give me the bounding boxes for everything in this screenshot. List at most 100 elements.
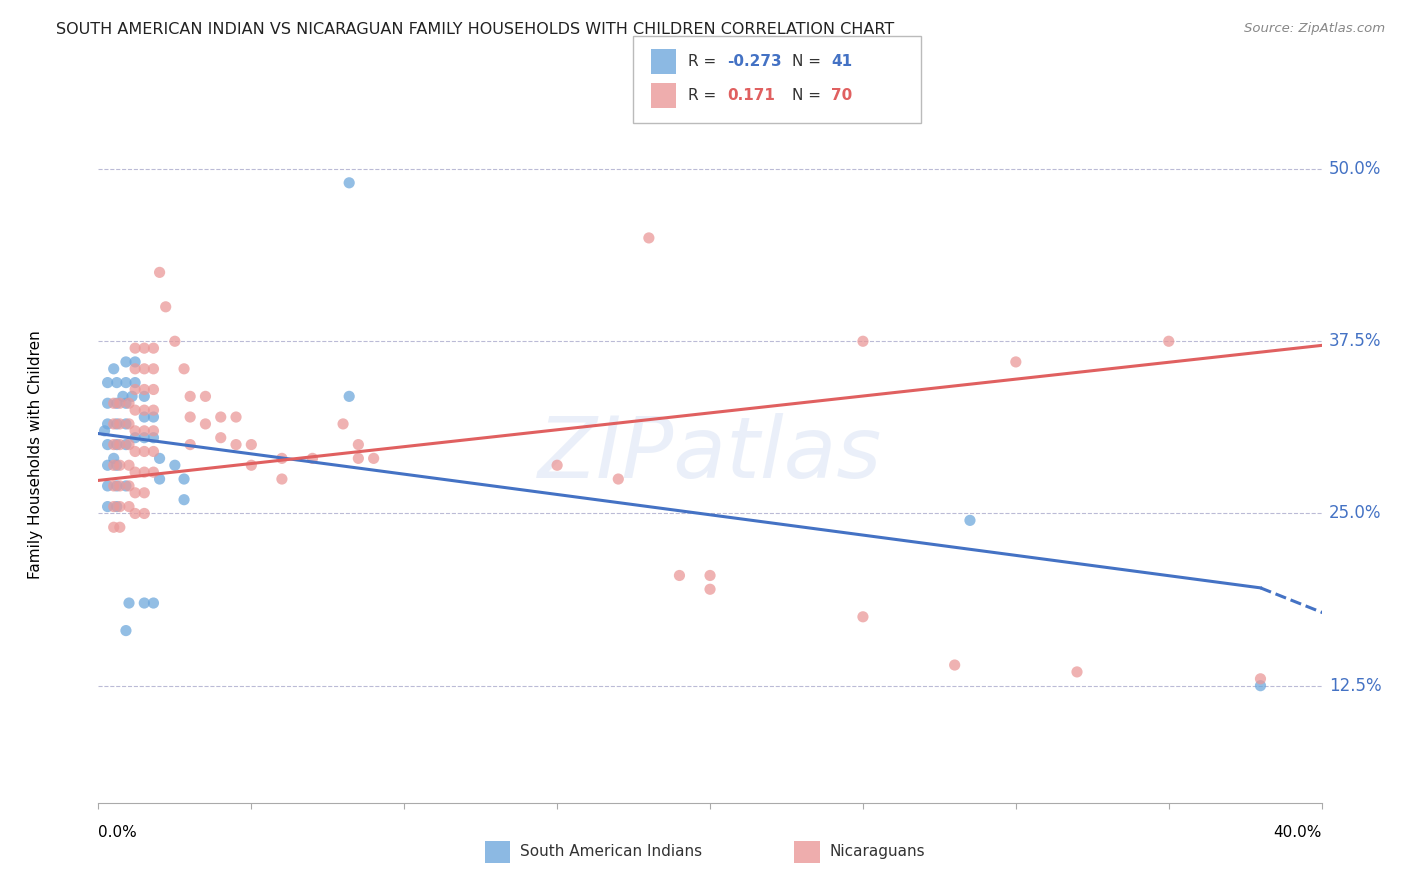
Point bbox=[97, 500, 120, 514]
Point bbox=[1249, 679, 1271, 693]
Point bbox=[225, 437, 247, 451]
Point bbox=[179, 410, 201, 425]
Text: ZIPatlas: ZIPatlas bbox=[538, 413, 882, 497]
Point bbox=[115, 437, 138, 451]
Point bbox=[124, 361, 146, 376]
Point bbox=[270, 451, 292, 466]
Point bbox=[142, 410, 165, 425]
Point bbox=[134, 389, 156, 403]
Point bbox=[105, 500, 128, 514]
Point bbox=[163, 458, 186, 473]
Point bbox=[97, 417, 120, 431]
Text: 25.0%: 25.0% bbox=[1329, 505, 1381, 523]
Point bbox=[103, 417, 125, 431]
Point bbox=[105, 396, 128, 410]
Text: Source: ZipAtlas.com: Source: ZipAtlas.com bbox=[1244, 22, 1385, 36]
Point bbox=[103, 479, 125, 493]
Point bbox=[115, 417, 138, 431]
Text: 41: 41 bbox=[831, 54, 852, 69]
Text: R =: R = bbox=[688, 54, 721, 69]
Point bbox=[149, 472, 172, 486]
Point bbox=[103, 520, 125, 534]
Point bbox=[108, 500, 131, 514]
Point bbox=[194, 417, 217, 431]
Point bbox=[347, 437, 370, 451]
Point bbox=[108, 437, 131, 451]
Point bbox=[142, 424, 165, 438]
Point bbox=[108, 396, 131, 410]
Text: 0.0%: 0.0% bbox=[98, 825, 138, 840]
Point bbox=[97, 458, 120, 473]
Point bbox=[124, 383, 146, 397]
Point bbox=[173, 361, 195, 376]
Point bbox=[337, 176, 360, 190]
Point bbox=[124, 424, 146, 438]
Point bbox=[103, 500, 125, 514]
Text: -0.273: -0.273 bbox=[727, 54, 782, 69]
Point bbox=[699, 568, 721, 582]
Point bbox=[97, 437, 120, 451]
Point bbox=[134, 361, 156, 376]
Point bbox=[668, 568, 690, 582]
Point bbox=[124, 403, 146, 417]
Text: 50.0%: 50.0% bbox=[1329, 160, 1381, 178]
Point bbox=[546, 458, 568, 473]
Point bbox=[337, 389, 360, 403]
Point bbox=[149, 265, 172, 279]
Point bbox=[347, 451, 370, 466]
Point bbox=[111, 389, 134, 403]
Point bbox=[118, 437, 141, 451]
Point bbox=[105, 417, 128, 431]
Point bbox=[943, 658, 966, 673]
Point bbox=[115, 355, 138, 369]
Point bbox=[301, 451, 323, 466]
Point bbox=[118, 396, 141, 410]
Point bbox=[363, 451, 385, 466]
Point bbox=[134, 507, 156, 521]
Point bbox=[108, 520, 131, 534]
Point bbox=[607, 472, 630, 486]
Point bbox=[108, 479, 131, 493]
Text: 0.171: 0.171 bbox=[727, 88, 775, 103]
Point bbox=[194, 389, 217, 403]
Point bbox=[1249, 672, 1271, 686]
Text: N =: N = bbox=[792, 54, 825, 69]
Point bbox=[142, 383, 165, 397]
Text: R =: R = bbox=[688, 88, 721, 103]
Point bbox=[124, 376, 146, 390]
Point bbox=[121, 389, 143, 403]
Point bbox=[118, 479, 141, 493]
Point bbox=[852, 609, 875, 624]
Point bbox=[179, 389, 201, 403]
Point bbox=[142, 596, 165, 610]
Text: South American Indians: South American Indians bbox=[520, 845, 703, 859]
Text: 12.5%: 12.5% bbox=[1329, 677, 1381, 695]
Text: Family Households with Children: Family Households with Children bbox=[28, 331, 42, 579]
Point bbox=[105, 376, 128, 390]
Point bbox=[105, 458, 128, 473]
Point bbox=[134, 444, 156, 458]
Text: N =: N = bbox=[792, 88, 825, 103]
Point bbox=[1004, 355, 1026, 369]
Point bbox=[959, 513, 981, 527]
Point bbox=[1157, 334, 1180, 349]
Point bbox=[270, 472, 292, 486]
Point bbox=[179, 437, 201, 451]
Point bbox=[124, 444, 146, 458]
Point bbox=[240, 437, 263, 451]
Point bbox=[134, 485, 156, 500]
Point bbox=[103, 451, 125, 466]
Point bbox=[108, 458, 131, 473]
Text: 40.0%: 40.0% bbox=[1274, 825, 1322, 840]
Text: SOUTH AMERICAN INDIAN VS NICARAGUAN FAMILY HOUSEHOLDS WITH CHILDREN CORRELATION : SOUTH AMERICAN INDIAN VS NICARAGUAN FAMI… bbox=[56, 22, 894, 37]
Point bbox=[124, 341, 146, 355]
Point bbox=[134, 431, 156, 445]
Point bbox=[142, 341, 165, 355]
Point bbox=[225, 410, 247, 425]
Point bbox=[134, 596, 156, 610]
Point bbox=[115, 376, 138, 390]
Point bbox=[637, 231, 661, 245]
Point bbox=[97, 479, 120, 493]
Text: 37.5%: 37.5% bbox=[1329, 332, 1381, 351]
Point bbox=[118, 500, 141, 514]
